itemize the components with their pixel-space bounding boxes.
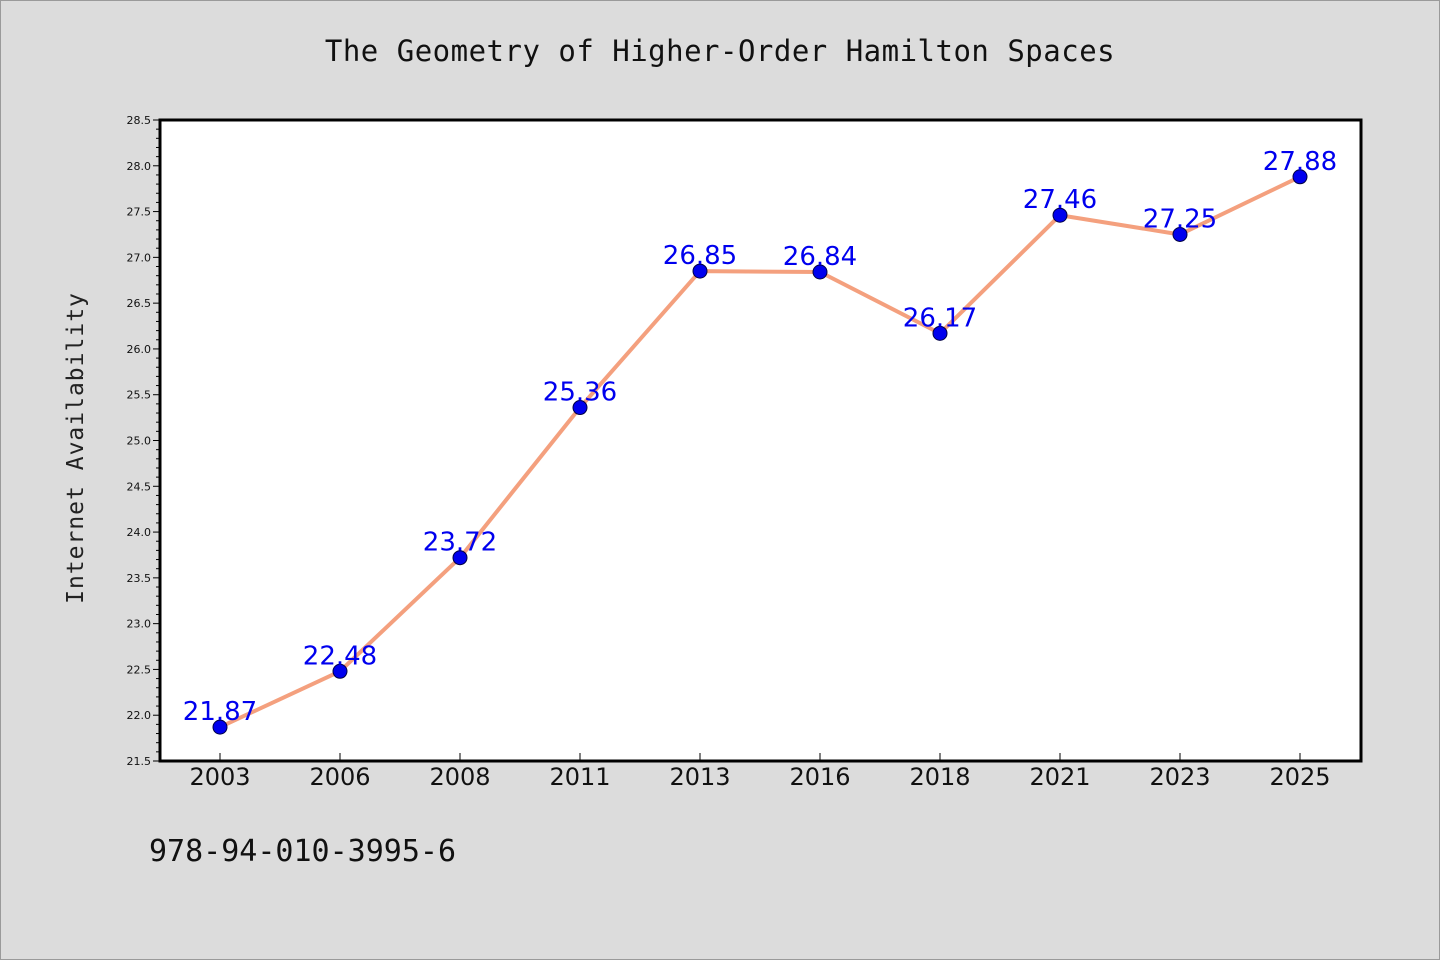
x-tick-label: 2003 bbox=[189, 763, 250, 791]
y-tick-label: 27.5 bbox=[127, 206, 152, 219]
data-point-marker bbox=[572, 400, 588, 416]
data-label: 25.36 bbox=[543, 378, 617, 408]
x-tick-label: 2025 bbox=[1269, 763, 1330, 791]
data-point-marker bbox=[692, 263, 708, 279]
y-tick-label: 27.0 bbox=[127, 251, 152, 264]
x-tick-label: 2016 bbox=[789, 763, 850, 791]
data-label: 23.72 bbox=[423, 528, 497, 558]
x-tick-label: 2006 bbox=[309, 763, 370, 791]
y-tick-label: 24.5 bbox=[127, 480, 152, 493]
y-tick-label: 23.5 bbox=[127, 572, 152, 585]
chart-title: The Geometry of Higher-Order Hamilton Sp… bbox=[324, 34, 1116, 68]
x-tick-label: 2021 bbox=[1029, 763, 1090, 791]
data-label: 26.85 bbox=[663, 241, 737, 271]
y-tick-label: 25.5 bbox=[127, 389, 152, 402]
y-tick-label: 28.5 bbox=[127, 114, 152, 127]
data-point-marker bbox=[812, 264, 828, 280]
x-tick-label: 2023 bbox=[1149, 763, 1210, 791]
data-point-marker bbox=[332, 663, 348, 679]
y-tick-label: 23.0 bbox=[127, 618, 152, 631]
data-label: 27.88 bbox=[1263, 147, 1337, 177]
data-point-marker bbox=[1052, 207, 1068, 223]
data-label: 22.48 bbox=[303, 641, 377, 671]
data-point-marker bbox=[932, 325, 948, 341]
y-tick-label: 22.0 bbox=[127, 709, 152, 722]
y-tick-label: 26.5 bbox=[127, 297, 152, 310]
data-point-marker bbox=[212, 719, 228, 735]
series-line bbox=[218, 174, 1302, 730]
data-labels-group: 21.87 22.48 23.72 25.36 26.85 26.84 26.17 27.46… bbox=[183, 147, 1337, 727]
data-point-marker bbox=[452, 550, 468, 566]
x-tick-label: 2018 bbox=[909, 763, 970, 791]
y-tick-label: 25.0 bbox=[127, 435, 152, 448]
markers-group bbox=[212, 169, 1308, 735]
x-tick-label: 2013 bbox=[669, 763, 730, 791]
x-tick-label: 2008 bbox=[429, 763, 490, 791]
data-label: 21.87 bbox=[183, 697, 257, 727]
y-tick-label: 21.5 bbox=[127, 755, 152, 768]
x-tick-label: 2011 bbox=[549, 763, 610, 791]
data-label: 26.84 bbox=[783, 242, 857, 272]
y-tick-label: 24.0 bbox=[127, 526, 152, 539]
x-axis-ticks: 2003 2006 2008 2011 2013 2016 2018 2021 2023 2025 bbox=[189, 753, 1331, 791]
y-axis-ticks: 21.5 22.0 22.5 23.0 23.5 24.0 24.5 25.0 25.5 26.0… bbox=[127, 114, 160, 768]
data-label: 26.17 bbox=[903, 303, 977, 333]
data-point-marker bbox=[1172, 226, 1188, 242]
series-line-group bbox=[218, 174, 1302, 730]
isbn-text: 978-94-010-3995-6 bbox=[149, 834, 457, 869]
y-tick-label: 22.5 bbox=[127, 663, 152, 676]
y-tick-label: 26.0 bbox=[127, 343, 152, 356]
data-label: 27.25 bbox=[1143, 204, 1217, 234]
data-point-marker bbox=[1292, 169, 1308, 185]
data-label: 27.46 bbox=[1023, 185, 1097, 215]
y-tick-label: 28.0 bbox=[127, 160, 152, 173]
